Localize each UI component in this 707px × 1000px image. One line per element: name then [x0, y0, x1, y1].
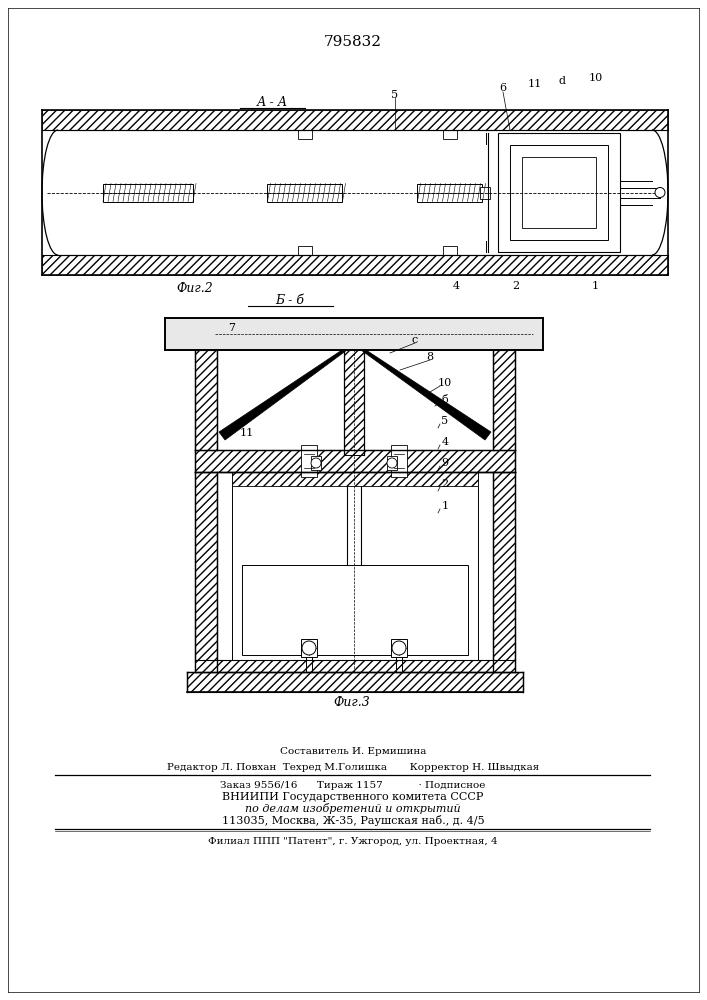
Text: 1: 1	[441, 501, 448, 511]
Circle shape	[392, 641, 406, 655]
Bar	[301, 445, 317, 477]
Bar	[510, 145, 608, 240]
Bar	[298, 246, 312, 255]
Bar	[344, 350, 364, 455]
Bar	[195, 472, 217, 672]
Text: Фиг.3: Фиг.3	[334, 696, 370, 710]
Text: 7: 7	[228, 323, 235, 333]
Bar	[195, 660, 515, 672]
Circle shape	[655, 188, 665, 198]
Text: 2: 2	[513, 281, 520, 291]
Bar	[311, 456, 321, 470]
Bar	[165, 318, 543, 350]
Text: 10: 10	[438, 378, 452, 388]
Bar	[391, 639, 407, 657]
Text: Филиал ППП "Патент", г. Ужгород, ул. Проектная, 4: Филиал ППП "Патент", г. Ужгород, ул. Про…	[208, 836, 498, 846]
Bar	[443, 130, 457, 139]
Bar	[493, 350, 515, 450]
Circle shape	[302, 641, 316, 655]
Bar	[301, 639, 317, 657]
Bar	[42, 110, 668, 130]
Polygon shape	[361, 350, 491, 440]
Bar	[387, 456, 397, 470]
Text: Заказ 9556/16      Тираж 1157           · Подписное: Заказ 9556/16 Тираж 1157 · Подписное	[221, 780, 486, 790]
Bar	[187, 672, 523, 692]
Text: 11: 11	[240, 428, 254, 438]
Text: 9: 9	[441, 458, 448, 468]
Bar	[493, 472, 515, 672]
Circle shape	[311, 458, 321, 468]
Bar	[267, 184, 342, 202]
Text: ВНИИПИ Государственного комитета СССР: ВНИИПИ Государственного комитета СССР	[222, 792, 484, 802]
Bar	[522, 157, 596, 228]
Bar	[391, 445, 407, 477]
Text: 5: 5	[392, 90, 399, 100]
Polygon shape	[219, 350, 347, 440]
Bar	[242, 565, 468, 655]
Bar	[498, 133, 620, 252]
Text: 1: 1	[592, 281, 599, 291]
Text: б: б	[442, 395, 448, 405]
Bar	[298, 130, 312, 139]
Text: 4: 4	[452, 281, 460, 291]
Text: c: c	[412, 335, 418, 345]
Bar	[103, 184, 193, 202]
Bar	[42, 255, 668, 275]
Bar	[195, 350, 217, 450]
Bar	[195, 450, 515, 472]
Text: 795832: 795832	[324, 35, 382, 49]
Text: d: d	[559, 76, 566, 86]
Text: Фиг.2: Фиг.2	[177, 282, 214, 294]
Text: 11: 11	[528, 79, 542, 89]
Text: по делам изобретений и открытий: по делам изобретений и открытий	[245, 804, 461, 814]
Text: Редактор Л. Повхан  Техред М.Голишка       Корректор Н. Швыдкая: Редактор Л. Повхан Техред М.Голишка Корр…	[167, 762, 539, 772]
Bar	[232, 472, 478, 660]
Text: 8: 8	[426, 352, 433, 362]
Circle shape	[387, 458, 397, 468]
Text: 4: 4	[441, 437, 448, 447]
Text: Б - б: Б - б	[276, 294, 305, 306]
Text: 10: 10	[589, 73, 603, 83]
Bar	[443, 246, 457, 255]
Bar	[232, 472, 478, 486]
Text: 2: 2	[441, 479, 448, 489]
Bar	[418, 184, 482, 202]
Text: 5: 5	[441, 416, 448, 426]
Text: А - А: А - А	[257, 96, 288, 108]
Text: Составитель И. Ермишина: Составитель И. Ермишина	[280, 748, 426, 756]
Bar	[480, 186, 490, 198]
Text: 6: 6	[499, 83, 506, 93]
Text: 113035, Москва, Ж-35, Раушская наб., д. 4/5: 113035, Москва, Ж-35, Раушская наб., д. …	[222, 816, 484, 826]
